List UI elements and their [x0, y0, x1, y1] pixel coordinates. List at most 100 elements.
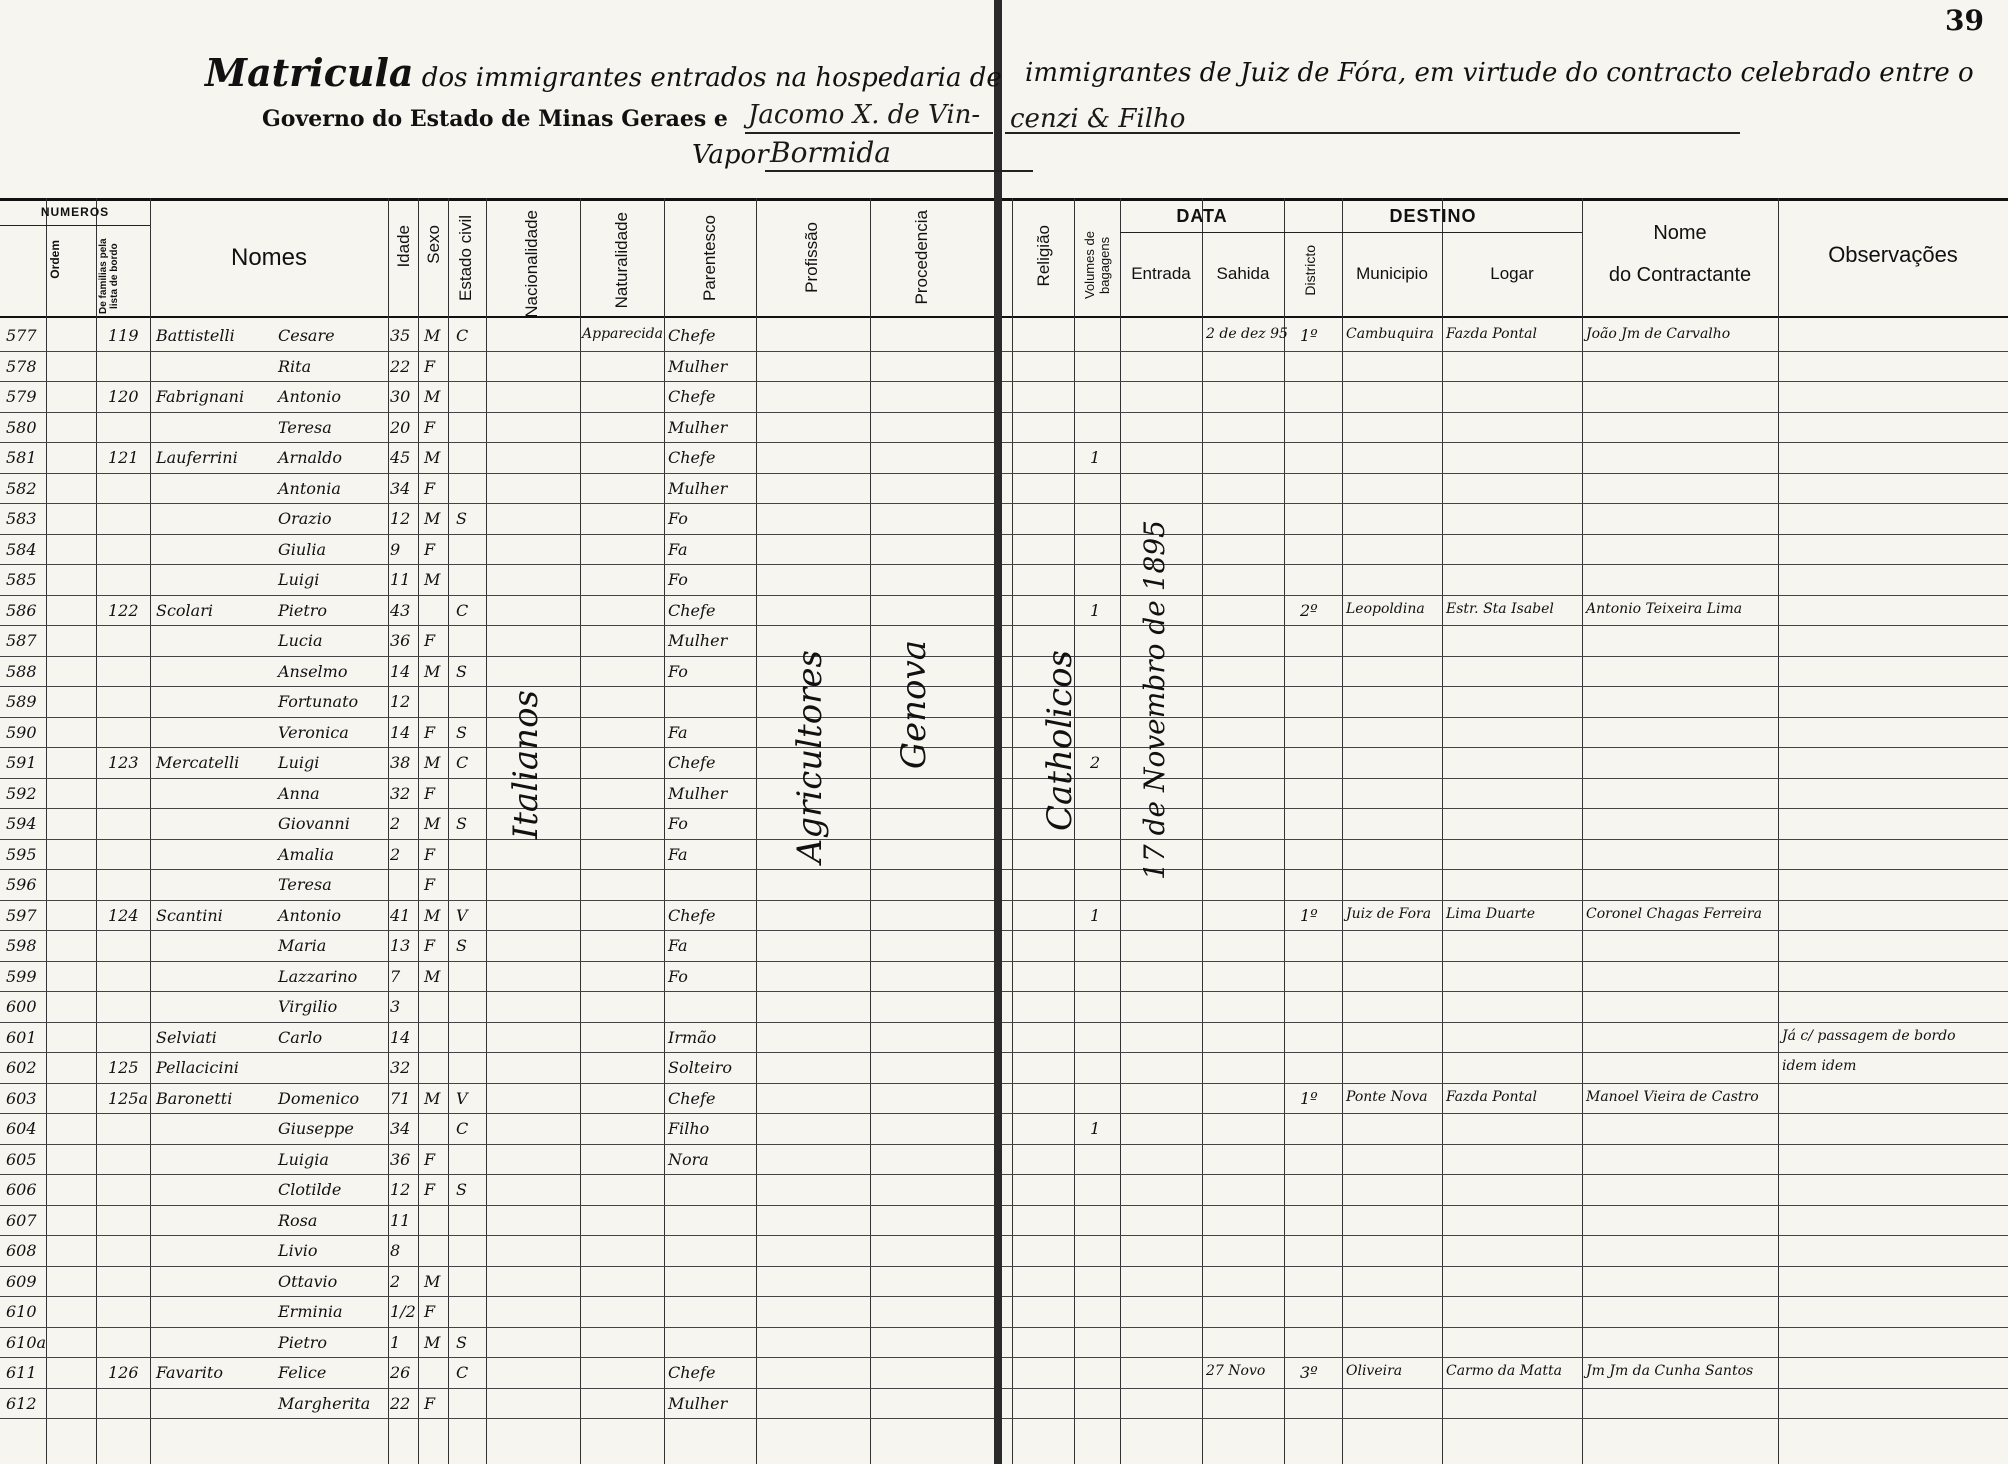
row-rule — [1002, 899, 2008, 901]
idade-cell: 41 — [390, 905, 411, 925]
idade-cell: 11 — [390, 570, 411, 589]
estado-civil-cell: S — [456, 722, 467, 742]
idade-cell: 3 — [390, 997, 401, 1016]
name-cell: Lucia — [278, 631, 323, 650]
volumes-cell: 1 — [1090, 1119, 1101, 1138]
municipio-cell: Juiz de Fora — [1346, 905, 1432, 922]
col-line — [486, 198, 487, 1464]
row-rule — [1002, 1052, 2008, 1053]
row-rule — [1002, 1296, 2008, 1297]
idade-cell: 1/2 — [390, 1302, 416, 1321]
sexo-cell: F — [424, 844, 436, 864]
destino-divider — [1284, 232, 1582, 233]
row-rule — [1002, 564, 2008, 565]
ordem-cell: 602 — [6, 1058, 37, 1077]
sexo-cell: M — [424, 387, 441, 406]
name-cell: Virgilio — [278, 997, 338, 1016]
row-rule — [1002, 411, 2008, 413]
idade-cell: 20 — [390, 417, 411, 437]
header-data: DATA — [1176, 206, 1228, 226]
header-nacionalidade: Nacionalidade — [522, 210, 541, 318]
row-rule — [0, 350, 994, 352]
row-rule — [1002, 808, 2008, 809]
parentesco-cell: Mulher — [668, 417, 728, 437]
ordem-cell: 586 — [6, 600, 37, 620]
name-cell: Carlo — [278, 1027, 323, 1047]
contractante-cell: Antonio Teixeira Lima — [1586, 600, 1743, 617]
observacoes-cell: Já c/ passagem de bordo — [1782, 1027, 1956, 1044]
ordem-cell: 600 — [6, 997, 37, 1016]
header-contractante: do Contractante — [1608, 264, 1752, 286]
idade-cell: 2 — [390, 1271, 401, 1291]
idade-cell: 30 — [390, 387, 411, 406]
right-table-top-border — [1002, 198, 2008, 201]
municipio-cell: Oliveira — [1346, 1363, 1403, 1379]
name-cell: Lazzarino — [278, 966, 358, 986]
row-rule — [0, 1387, 994, 1389]
row-rule — [0, 1235, 994, 1236]
header-ordem: Ordem — [48, 240, 62, 279]
row-rule — [0, 1204, 994, 1206]
parentesco-cell: Chefe — [668, 448, 716, 467]
left-page — [0, 0, 996, 1464]
surname-cell: Selviati — [156, 1027, 217, 1047]
contractor-underline-left — [745, 132, 993, 134]
row-rule — [1002, 350, 2008, 352]
familia-cell: 125a — [108, 1088, 149, 1108]
sexo-cell: M — [424, 448, 441, 467]
row-rule — [0, 1174, 994, 1175]
row-rule — [1002, 777, 2008, 779]
row-rule — [1002, 1174, 2008, 1175]
row-rule — [1002, 960, 2008, 962]
sexo-cell: F — [424, 875, 436, 894]
districto-cell: 1º — [1300, 905, 1318, 925]
surname-cell: Mercatelli — [156, 753, 240, 772]
name-cell: Clotilde — [278, 1180, 342, 1199]
sexo-cell: F — [424, 722, 436, 742]
idade-cell: 13 — [390, 936, 411, 955]
idade-cell: 14 — [390, 722, 411, 742]
districto-cell: 1º — [1300, 326, 1318, 345]
row-rule — [0, 991, 994, 992]
volumes-cell: 1 — [1090, 600, 1101, 620]
name-cell: Luigi — [278, 753, 320, 772]
row-rule — [0, 381, 994, 382]
header-logar: Logar — [1490, 264, 1534, 283]
idade-cell: 12 — [390, 509, 411, 528]
name-cell: Luigi — [278, 570, 320, 589]
parentesco-cell: Filho — [668, 1119, 710, 1138]
col-line — [1120, 198, 1121, 1464]
ordem-cell: 599 — [6, 966, 37, 986]
ordem-cell: 592 — [6, 783, 37, 803]
sexo-cell: F — [424, 1180, 436, 1199]
ordem-cell: 584 — [6, 539, 37, 559]
header-nome: Nome — [1653, 222, 1707, 244]
col-line — [448, 198, 449, 1464]
row-rule — [1002, 747, 2008, 748]
parentesco-cell: Fa — [668, 844, 688, 864]
surname-cell: Baronetti — [156, 1088, 233, 1108]
ordem-cell: 590 — [6, 722, 37, 742]
logar-cell: Fazda Pontal — [1446, 326, 1537, 342]
idade-cell: 43 — [390, 600, 411, 620]
ordem-cell: 583 — [6, 509, 37, 528]
parentesco-cell: Chefe — [668, 753, 716, 772]
row-rule — [0, 930, 994, 931]
idade-cell: 7 — [390, 966, 401, 986]
row-rule — [0, 838, 994, 840]
row-rule — [1002, 1418, 2008, 1419]
row-rule — [0, 472, 994, 474]
header-parentesco: Parentesco — [700, 215, 719, 301]
row-rule — [1002, 1265, 2008, 1267]
parentesco-cell: Chefe — [668, 905, 716, 925]
row-rule — [0, 899, 994, 901]
estado-civil-cell: C — [456, 326, 469, 345]
name-cell: Fortunato — [278, 692, 359, 711]
name-cell: Pietro — [278, 1332, 328, 1352]
estado-civil-cell: V — [456, 1088, 468, 1108]
col-line — [1582, 198, 1583, 1464]
procedencia-entry: Genova — [894, 640, 934, 770]
row-rule — [0, 1052, 994, 1053]
row-rule — [1002, 991, 2008, 992]
right-page — [1000, 0, 2008, 1464]
